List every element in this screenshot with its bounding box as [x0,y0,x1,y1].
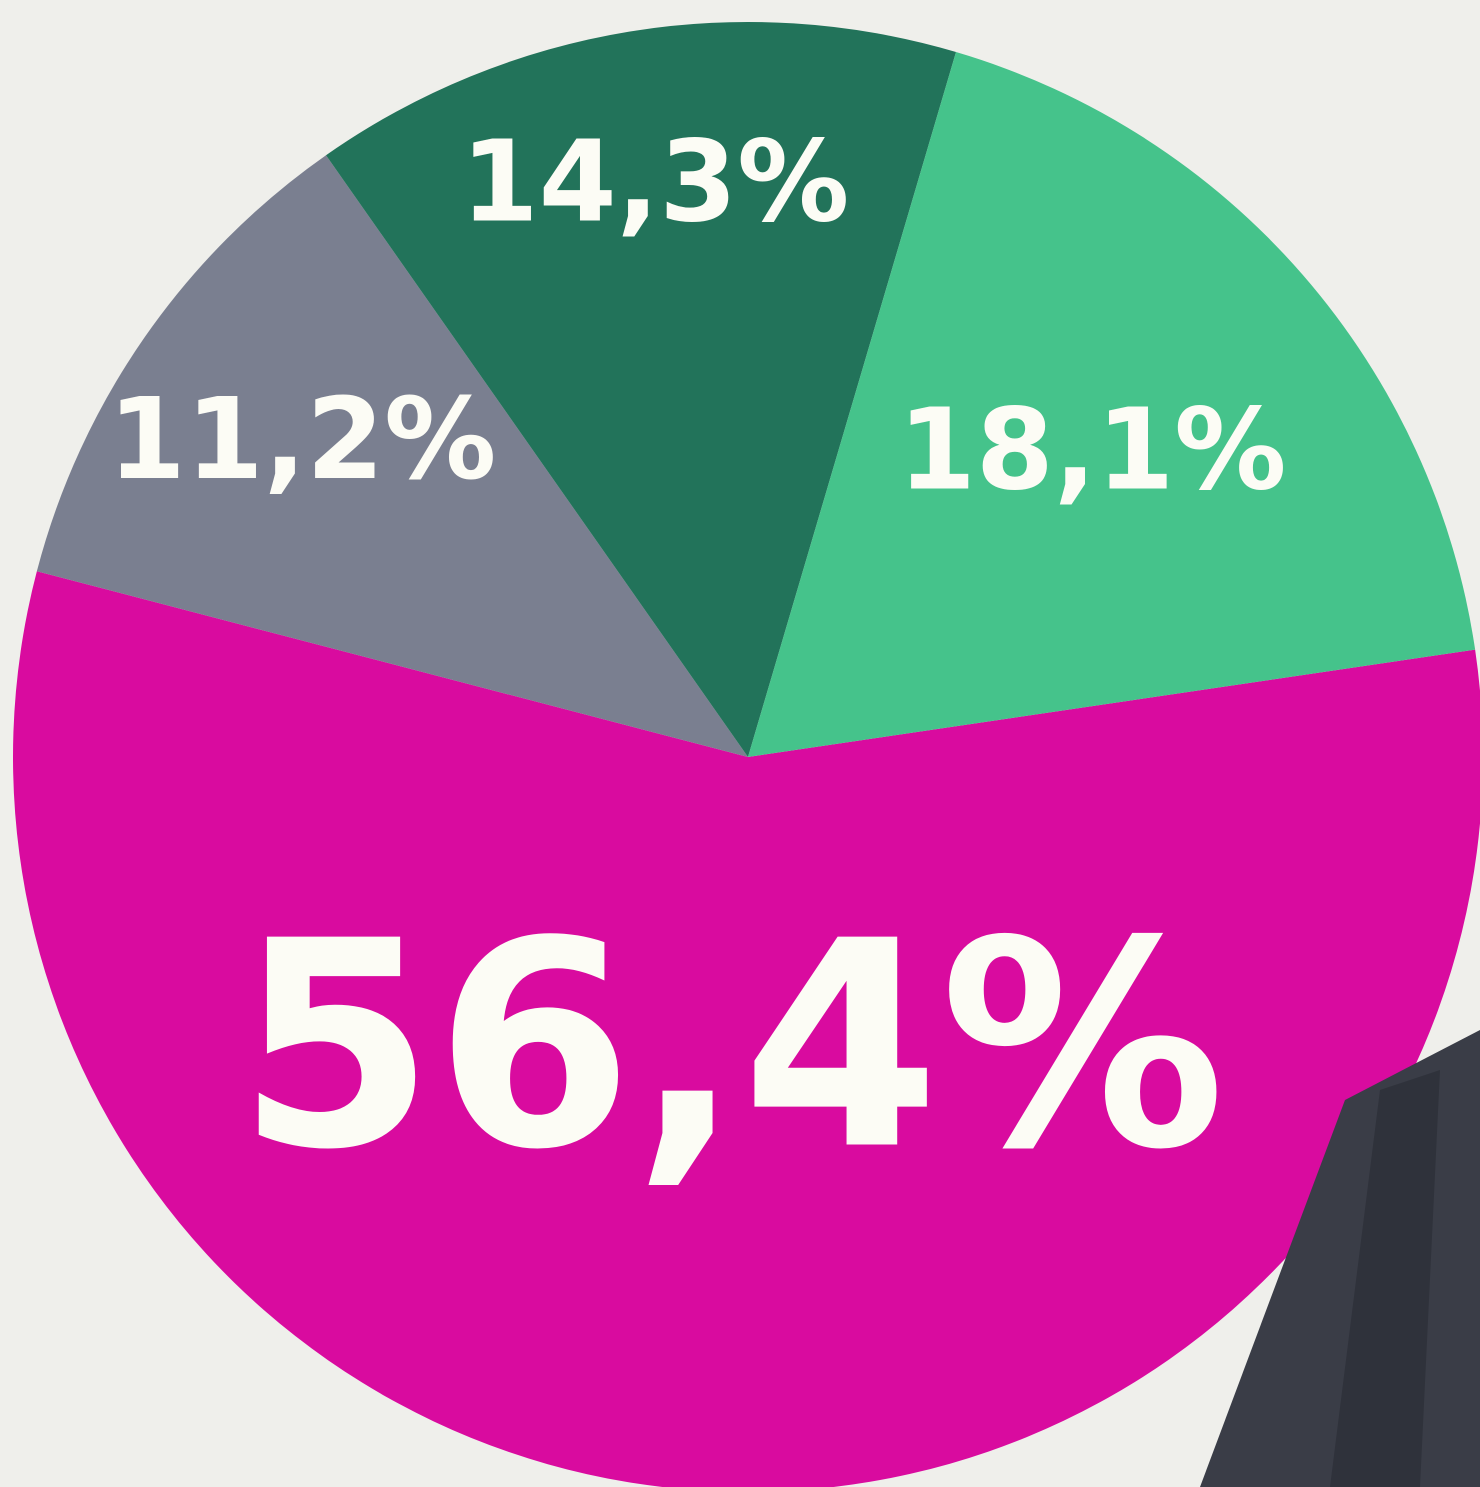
value-label: 14,3% [461,117,850,247]
value-label: 18,1% [898,386,1287,516]
chart: 56,4% 11,2% 14,3% 18,1% [0,0,1480,1487]
page: 56,4%11,2%14,3%18,1% (() => { const data… [0,0,1480,1487]
value-label: 11,2% [108,375,497,505]
value-label: 56,4% [237,880,1226,1212]
